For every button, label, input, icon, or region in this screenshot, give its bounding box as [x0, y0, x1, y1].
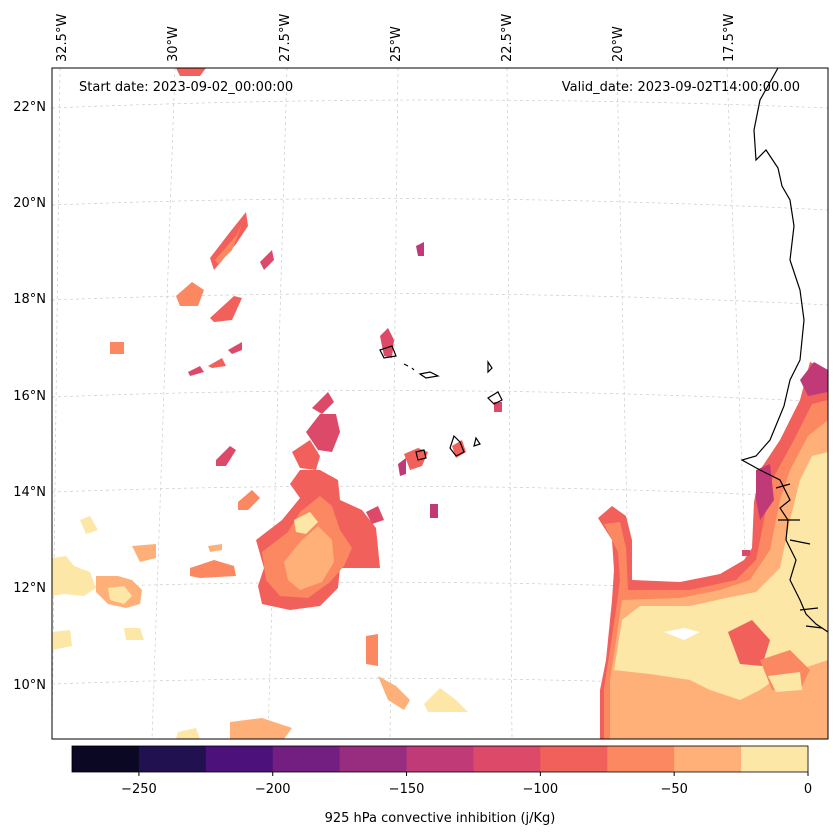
map-frame: [51, 67, 829, 740]
colorbar-bin: [473, 746, 541, 772]
colorbar-ticks: −250 −200 −150 −100 −50 0: [121, 782, 812, 797]
colorbar-tick: −250: [121, 782, 157, 797]
colorbar-bin: [205, 746, 274, 772]
lon-label: 27.5°W: [278, 14, 293, 62]
cin-patch: [108, 586, 132, 604]
coastlines: [379, 68, 828, 633]
cin-patch: [416, 242, 424, 256]
cin-patch: [452, 440, 466, 458]
cin-patch: [728, 620, 770, 666]
start-date: Start date: 2023-09-02_00:00:00: [79, 80, 293, 95]
lat-label: 12°N: [13, 581, 46, 596]
lat-label: 14°N: [13, 485, 46, 500]
cin-patch: [215, 224, 242, 264]
cin-patch: [686, 704, 748, 739]
lon-label: 17.5°W: [722, 14, 737, 62]
cin-region-central-peak: [294, 512, 318, 534]
cin-patch: [404, 448, 428, 470]
colorbar-bin: [272, 746, 341, 772]
cin-region-east-core: [614, 452, 828, 700]
cin-patch: [52, 630, 72, 650]
cin-patch: [380, 328, 394, 358]
lat-label: 10°N: [13, 678, 46, 693]
cin-patch: [110, 342, 124, 354]
colorbar-frame: [71, 745, 809, 773]
cin-patch: [176, 728, 200, 739]
cin-patch: [132, 544, 156, 562]
cin-patch: [424, 688, 468, 712]
colorbar-tick: 0: [804, 782, 812, 797]
lon-label: 30°W: [166, 26, 181, 62]
colorbar-bin: [138, 746, 207, 772]
cin-patch: [208, 544, 222, 552]
lat-label: 18°N: [13, 292, 46, 307]
cin-patch: [260, 250, 274, 270]
cin-region-central-core: [284, 526, 334, 590]
cin-patch: [216, 446, 236, 466]
cin-patch: [494, 402, 502, 412]
cin-patch: [398, 458, 406, 476]
cin-patch: [664, 628, 700, 640]
cin-patch: [742, 550, 750, 556]
cin-patch: [800, 362, 828, 396]
cin-patch: [756, 464, 774, 520]
cin-patch: [80, 516, 98, 534]
lon-label: 20°W: [611, 26, 626, 62]
colorbar-tick: −100: [523, 782, 559, 797]
cin-patch: [306, 414, 340, 452]
colorbar-tick: −150: [389, 782, 425, 797]
cin-patch: [312, 392, 334, 414]
colorbar-tick: −50: [660, 782, 687, 797]
cin-patch: [378, 676, 410, 710]
lat-labels: 22°N 20°N 18°N 16°N 14°N 12°N 10°N: [13, 100, 46, 693]
cin-patch: [230, 718, 292, 739]
lon-label: 25°W: [389, 26, 404, 62]
cin-patch: [768, 672, 802, 692]
cin-patch: [430, 504, 438, 518]
cin-patch: [176, 68, 206, 76]
lat-label: 20°N: [13, 196, 46, 211]
lat-label: 22°N: [13, 100, 46, 115]
cin-patch: [366, 506, 384, 524]
colorbar-bin: [339, 746, 408, 772]
lon-labels: 32.5°W 30°W 27.5°W 25°W 22.5°W 20°W 17.5…: [55, 14, 737, 62]
colorbar-tick: −200: [255, 782, 291, 797]
colorbar-bin: [406, 746, 474, 772]
cin-patch: [228, 342, 242, 354]
colorbar-bin: [674, 746, 742, 772]
cin-patch: [176, 282, 204, 306]
cin-patch: [208, 358, 226, 368]
colorbar-bin: [607, 746, 675, 772]
colorbar: [71, 745, 809, 776]
colorbar-bin: [741, 746, 809, 772]
colorbar-bin: [540, 746, 608, 772]
cin-field: [52, 68, 828, 739]
cin-patch: [210, 296, 242, 322]
cin-patch: [188, 366, 204, 376]
colorbar-label: 925 hPa convective inhibition (j/Kg): [325, 811, 556, 826]
cin-patch: [190, 560, 236, 578]
lat-label: 16°N: [13, 389, 46, 404]
cin-patch: [238, 490, 260, 510]
lon-label: 32.5°W: [55, 14, 70, 62]
cin-patch: [366, 634, 378, 666]
lon-label: 22.5°W: [500, 14, 515, 62]
valid-date: Valid_date: 2023-09-02T14:00:00.00: [562, 80, 800, 95]
colorbar-bin: [72, 746, 140, 772]
cin-patch: [124, 628, 144, 640]
cin-patch: [292, 440, 320, 470]
cin-region-west: [52, 556, 96, 596]
